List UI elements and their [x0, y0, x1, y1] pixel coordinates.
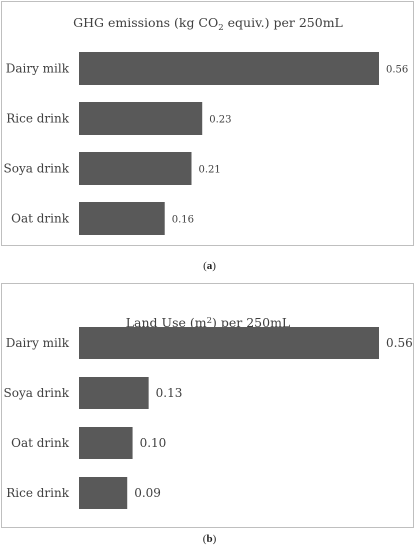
chart-a-bar: [79, 152, 192, 185]
chart-b-category-label: Dairy milk: [6, 336, 70, 350]
chart-b-category-label: Rice drink: [6, 486, 69, 500]
chart-panel-a: GHG emissions (kg CO2 equiv.) per 250mL …: [1, 1, 414, 246]
chart-a-category-label: Dairy milk: [6, 62, 70, 76]
chart-a-value-label: 0.21: [199, 165, 221, 176]
chart-b-value-label: 0.13: [156, 386, 183, 400]
chart-b-value-label: 0.09: [134, 486, 161, 500]
panel-label-a: (a): [0, 260, 419, 272]
chart-b-category-label: Oat drink: [11, 436, 70, 450]
chart-b-category-label: Soya drink: [4, 386, 70, 400]
panel-label-b-open: (: [202, 533, 207, 545]
panel-label-b-letter: b: [206, 533, 213, 545]
chart-b-title-pre: Land Use (m: [126, 315, 207, 330]
chart-a-value-label: 0.56: [386, 65, 408, 76]
chart-a-bar: [79, 52, 379, 85]
chart-a-title-pre: GHG emissions (kg CO: [73, 15, 218, 30]
chart-a-svg: GHG emissions (kg CO2 equiv.) per 250mL …: [4, 15, 408, 235]
chart-a-title-sub: 2: [218, 23, 223, 33]
chart-a-value-label: 0.23: [209, 115, 231, 126]
chart-b-svg: Land Use (m2) per 250mL Dairy milk 0.56 So…: [4, 315, 413, 509]
chart-b-value-label: 0.56: [386, 336, 413, 350]
chart-a-category-label: Oat drink: [11, 212, 70, 226]
panel-label-b-close: ): [212, 533, 217, 545]
panel-label-b: (b): [0, 533, 419, 545]
chart-b-title: Land Use (m2) per 250mL: [126, 315, 290, 330]
chart-a-title-post: equiv.) per 250mL: [224, 15, 343, 30]
chart-a-title: GHG emissions (kg CO2 equiv.) per 250mL: [73, 15, 343, 33]
chart-b-bar: [79, 427, 133, 459]
chart-a-bar: [79, 102, 203, 135]
chart-b-bar: [79, 327, 379, 359]
chart-b-title-sup: 2: [207, 316, 212, 326]
chart-b-bar: [79, 477, 128, 509]
chart-a-value-label: 0.16: [172, 215, 194, 226]
chart-panel-b: Land Use (m2) per 250mL Dairy milk 0.56 So…: [1, 283, 414, 528]
chart-a-category-label: Rice drink: [6, 112, 69, 126]
chart-a-category-label: Soya drink: [4, 162, 70, 176]
chart-a-bar: [79, 202, 165, 235]
chart-b-bar: [79, 377, 149, 409]
chart-b-title-post: ) per 250mL: [212, 315, 290, 330]
panel-label-a-close: ): [212, 260, 216, 272]
panel-label-a-open: (: [203, 260, 207, 272]
panel-label-a-letter: a: [206, 260, 213, 272]
chart-b-value-label: 0.10: [140, 436, 167, 450]
